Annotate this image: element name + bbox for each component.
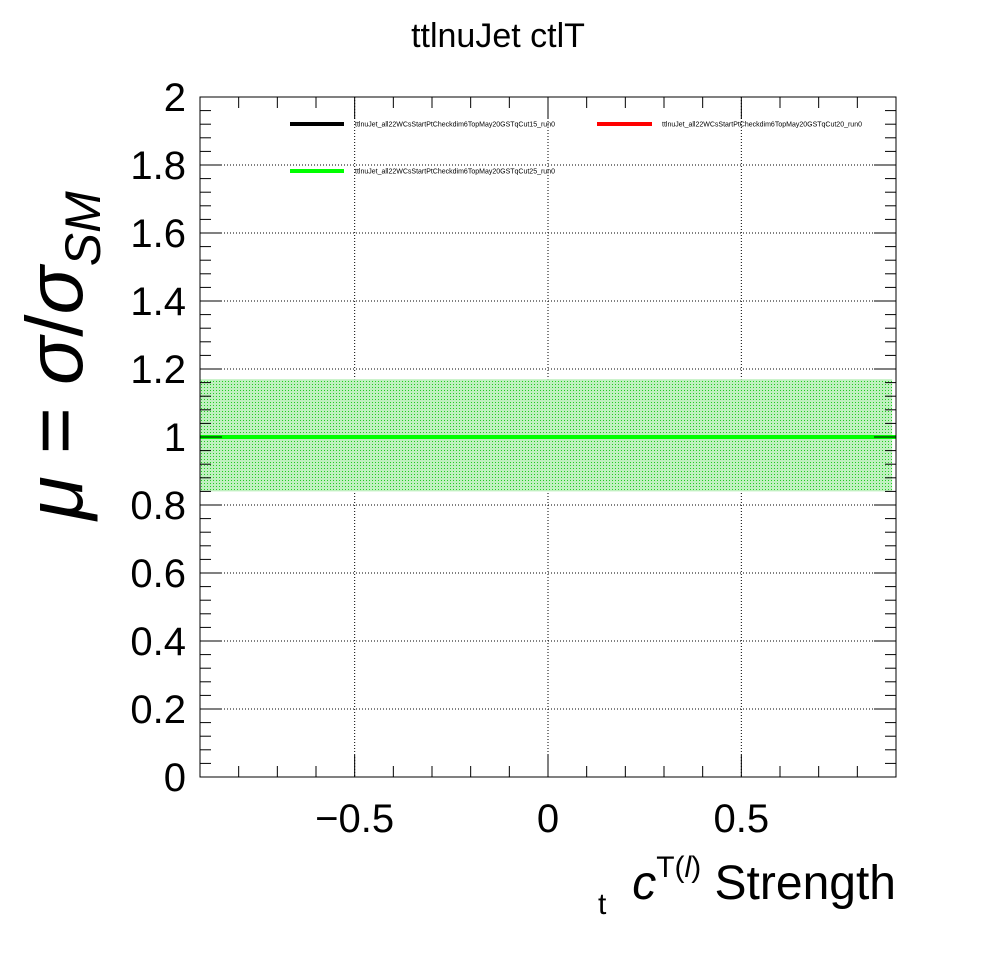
y-tick-label-2: 0.4	[130, 620, 186, 664]
legend-label-2: ttlnuJet_all22WCsStartPtCheckdim6TopMay2…	[355, 169, 555, 176]
y-tick-label-6: 1.2	[130, 348, 186, 392]
x-axis-superscript: T(	[656, 851, 684, 884]
y-axis-mu: μ	[10, 476, 99, 522]
y-axis-subscript: SM	[55, 191, 111, 266]
y-tick-label-3: 0.6	[130, 552, 186, 596]
x-axis-symbol: c	[632, 857, 656, 910]
y-axis-equals: =	[10, 385, 99, 476]
chart-title: ttlnuJet ctlT	[411, 17, 585, 55]
y-tick-label-9: 1.8	[130, 144, 186, 188]
x-tick-label-0: −0.5	[315, 797, 394, 841]
x-tick-label-1: 0	[537, 797, 559, 841]
y-tick-label-0: 0	[164, 756, 186, 800]
axis-ticks	[199, 96, 897, 778]
legend-label-0: ttlnuJet_all22WCsStartPtCheckdim6TopMay2…	[355, 122, 555, 129]
x-axis-subscript: t	[598, 888, 607, 921]
x-axis-suffix: Strength	[701, 857, 896, 910]
y-axis-sigma-sm: σ	[10, 264, 99, 315]
legend: ttlnuJet_all22WCsStartPtCheckdim6TopMay2…	[290, 122, 862, 176]
y-axis-title: μ = σ/σSM	[10, 191, 111, 522]
x-axis-superscript-italic: l	[685, 851, 693, 884]
y-tick-label-8: 1.6	[130, 212, 186, 256]
x-axis-title: cT(l) Strength	[632, 851, 896, 910]
y-tick-label-7: 1.4	[130, 280, 186, 324]
y-tick-label-10: 2	[164, 76, 186, 120]
y-tick-label-5: 1	[164, 416, 186, 460]
y-axis-sigma: σ	[10, 334, 99, 385]
tick-labels: 0 0.2 0.4 0.6 0.8 1 1.2 1.4 1.6 1.8 2 −0.5 0 0.5	[130, 76, 769, 841]
legend-label-1: ttlnuJet_all22WCsStartPtCheckdim6TopMay2…	[662, 122, 862, 129]
y-tick-label-4: 0.8	[130, 484, 186, 528]
y-axis-slash: /	[10, 314, 99, 337]
y-tick-label-1: 0.2	[130, 688, 186, 732]
x-tick-label-2: 0.5	[714, 797, 770, 841]
x-axis-superscript-close: )	[691, 851, 701, 884]
